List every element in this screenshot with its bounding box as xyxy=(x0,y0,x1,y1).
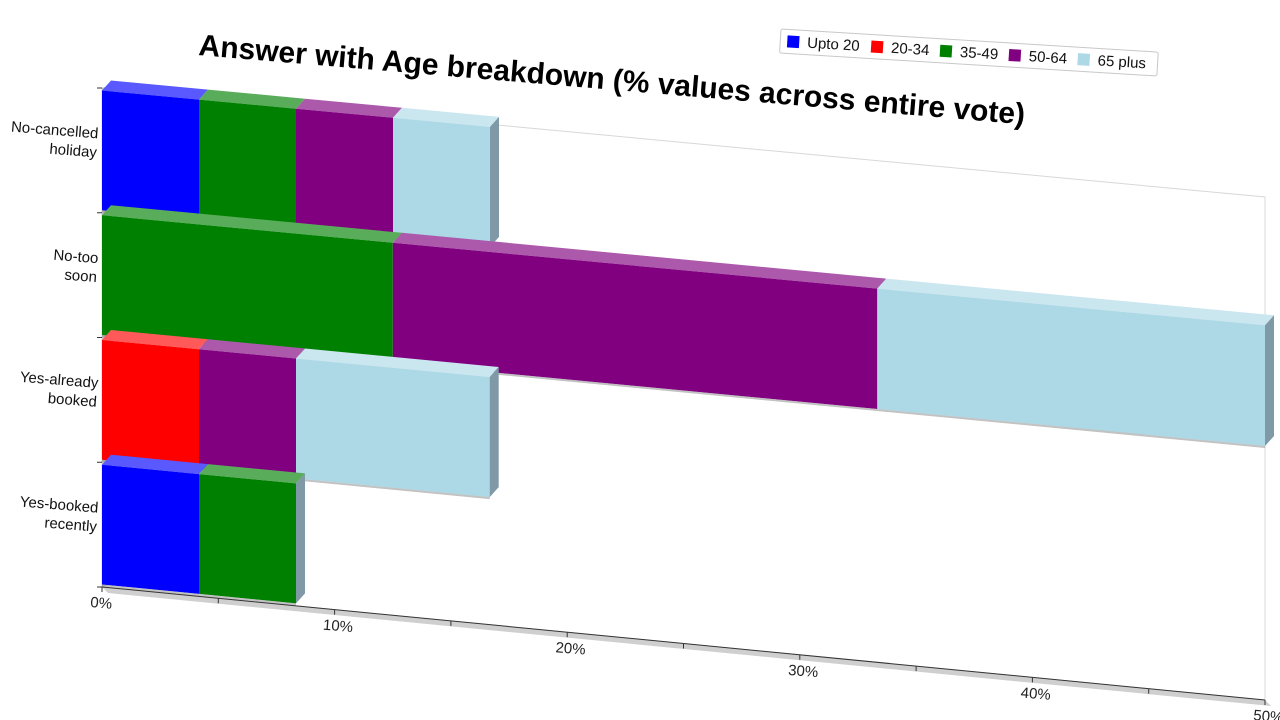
bar-segment xyxy=(199,464,305,604)
category-label: Yes-alreadybooked xyxy=(18,369,100,411)
bar-top-face xyxy=(199,464,305,484)
bar-row xyxy=(101,454,305,606)
x-tick-label: 40% xyxy=(1020,684,1051,703)
bar-top-face xyxy=(102,205,402,243)
bar-segment xyxy=(296,98,402,238)
bar-front-face xyxy=(296,358,490,498)
bar-front-face xyxy=(393,117,490,247)
bar-segment xyxy=(102,454,208,594)
bar-segment xyxy=(102,330,208,470)
bar-top-face xyxy=(296,348,499,377)
bar-segment xyxy=(102,80,208,220)
bars-layer xyxy=(101,80,1274,606)
legend-swatch xyxy=(1077,53,1091,66)
category-label: Yes-bookedrecently xyxy=(18,493,100,535)
legend-item[interactable]: 20-34 xyxy=(870,39,930,60)
bar-top-face xyxy=(102,454,208,475)
legend-swatch xyxy=(870,40,884,54)
legend-swatch xyxy=(1008,48,1022,62)
bar-front-face xyxy=(392,242,878,409)
bar-front-face xyxy=(102,215,393,363)
bar-front-face xyxy=(102,340,199,470)
legend[interactable]: Upto 20 20-34 35-49 50-64 65 plus xyxy=(779,28,1159,77)
bar-end-face xyxy=(490,116,499,247)
legend-item[interactable]: 65 plus xyxy=(1077,51,1146,72)
bar-segment xyxy=(296,348,499,498)
legend-label: 35-49 xyxy=(959,44,998,63)
bar-segment xyxy=(393,107,499,247)
x-tick-label: 30% xyxy=(788,662,819,681)
legend-item[interactable]: 35-49 xyxy=(939,43,999,64)
bar-end-face xyxy=(489,367,499,498)
bar-segment xyxy=(199,89,305,229)
bar-top-face xyxy=(393,107,499,127)
bar-top-face xyxy=(877,278,1274,326)
x-tick-label: 20% xyxy=(555,639,586,658)
x-tick-label: 0% xyxy=(90,594,113,613)
category-label: No-cancelledholiday xyxy=(9,119,100,162)
legend-label: 20-34 xyxy=(891,40,930,59)
x-tick-label: 10% xyxy=(322,617,353,636)
legend-item[interactable]: 50-64 xyxy=(1008,47,1068,68)
bar-front-face xyxy=(199,349,296,479)
bar-row xyxy=(101,330,499,500)
bar-top-face xyxy=(296,98,402,118)
legend-label: 65 plus xyxy=(1097,52,1146,72)
bar-front-face xyxy=(199,99,296,229)
bar-top-face xyxy=(102,80,208,100)
bar-front-face xyxy=(102,90,199,220)
x-axis: 0% 10% 20% 30% 40% 50% xyxy=(90,586,1280,720)
bar-front-face xyxy=(296,108,393,238)
category-axis: No-cancelledholiday No-toosoon Yes-already… xyxy=(9,87,102,588)
bar-segment xyxy=(392,232,887,409)
bar-end-face xyxy=(296,473,305,604)
bar-shadow xyxy=(101,584,297,606)
legend-label: Upto 20 xyxy=(807,35,860,55)
bar-top-face xyxy=(102,330,208,350)
x-tick-label: 50% xyxy=(1253,707,1280,720)
bar-segment xyxy=(102,205,402,363)
bar-row xyxy=(101,205,1274,448)
bar-front-face xyxy=(199,474,296,604)
bar-segment xyxy=(877,278,1274,446)
bar-end-face xyxy=(1265,315,1274,446)
legend-item[interactable]: Upto 20 xyxy=(786,33,860,55)
bar-segment xyxy=(199,339,305,479)
bar-row xyxy=(101,80,499,249)
axis-floor xyxy=(102,587,1271,706)
bar-front-face xyxy=(877,288,1265,446)
bar-top-face xyxy=(199,89,305,109)
bar-top-face xyxy=(199,339,305,359)
legend-label: 50-64 xyxy=(1028,48,1067,67)
bar-front-face xyxy=(102,464,199,594)
legend-swatch xyxy=(786,35,800,49)
bar-top-face xyxy=(392,232,887,289)
legend-swatch xyxy=(939,44,953,58)
category-label: No-toosoon xyxy=(51,247,99,286)
